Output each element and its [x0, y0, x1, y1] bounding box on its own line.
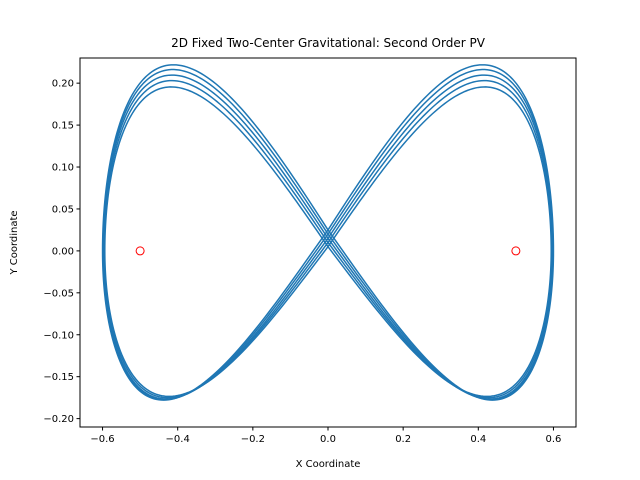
x-tick-label: 0.4 [470, 434, 486, 445]
trajectory-loop [101, 64, 555, 401]
y-tick-label: −0.15 [43, 372, 74, 383]
trajectory-loop [103, 79, 553, 399]
chart-title: 2D Fixed Two-Center Gravitational: Secon… [171, 36, 486, 50]
y-tick-label: 0.05 [52, 204, 74, 215]
x-axis: −0.6 −0.4 −0.2 0.0 0.2 0.4 0.6 [90, 427, 561, 445]
x-tick-label: −0.6 [90, 434, 114, 445]
y-tick-label: −0.05 [43, 288, 74, 299]
trajectory-loop [102, 74, 554, 400]
y-tick-label: 0.00 [52, 246, 74, 257]
y-tick-label: −0.10 [43, 330, 74, 341]
x-axis-label: X Coordinate [296, 459, 361, 470]
x-tick-label: −0.4 [166, 434, 190, 445]
x-tick-label: 0.6 [546, 434, 562, 445]
y-axis: −0.20 −0.15 −0.10 −0.05 0.00 0.05 0.10 0.15 0.20 [43, 79, 80, 425]
x-tick-label: −0.2 [241, 434, 265, 445]
x-tick-label: 0.0 [320, 434, 336, 445]
y-tick-label: 0.15 [52, 121, 74, 132]
fixed-center-marker [135, 246, 145, 256]
y-axis-label: Y Coordinate [9, 210, 20, 275]
y-tick-label: 0.20 [52, 79, 74, 90]
x-tick-label: 0.2 [395, 434, 411, 445]
trajectory-loop [102, 68, 554, 401]
y-tick-label: −0.20 [43, 414, 74, 425]
plot-area [101, 64, 555, 401]
fixed-center-marker [511, 246, 521, 256]
trajectory-loop [104, 86, 552, 398]
y-tick-label: 0.10 [52, 163, 74, 174]
